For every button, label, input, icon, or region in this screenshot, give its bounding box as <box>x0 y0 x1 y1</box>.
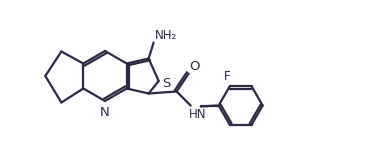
Text: NH₂: NH₂ <box>155 28 177 41</box>
Text: S: S <box>162 76 170 90</box>
Text: O: O <box>190 60 200 73</box>
Text: N: N <box>100 106 110 119</box>
Text: HN: HN <box>189 108 206 121</box>
Text: F: F <box>224 70 231 83</box>
